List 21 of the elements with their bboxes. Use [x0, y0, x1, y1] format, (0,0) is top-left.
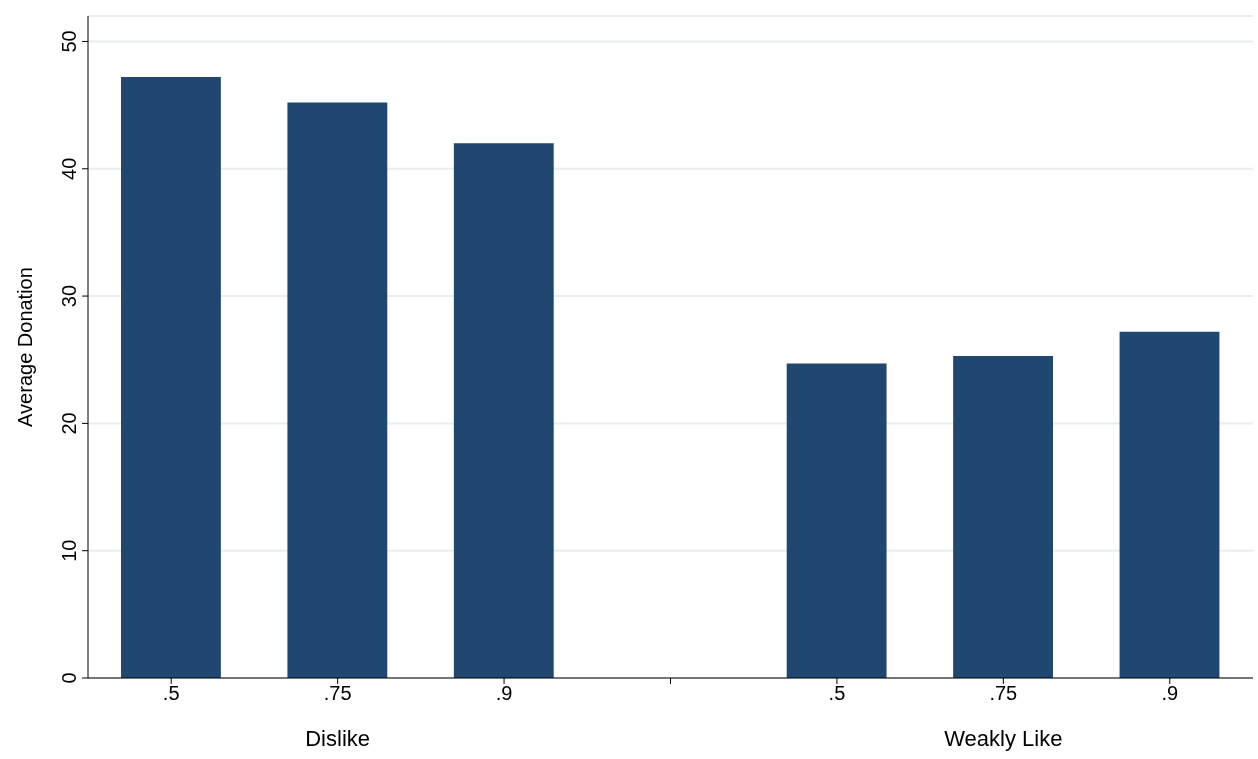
x-tick-label: .5 — [828, 682, 846, 705]
x-tick-label: .9 — [495, 682, 513, 705]
text: Weakly Like — [943, 726, 1064, 752]
bar — [786, 363, 887, 678]
y-tick-label: 30 — [58, 284, 80, 308]
bar — [1119, 331, 1220, 678]
bar — [121, 77, 221, 678]
x-tick-label: .75 — [323, 682, 352, 705]
y-axis-title: Average Donation — [14, 267, 37, 427]
y-tick-label: 20 — [58, 412, 80, 435]
y-tick-label: 10 — [58, 539, 80, 562]
y-tick-label: 0 — [58, 672, 80, 684]
bar — [953, 355, 1053, 678]
bar — [287, 102, 388, 678]
x-tick-label: .75 — [989, 682, 1018, 705]
y-tick-label: 40 — [58, 157, 80, 180]
x-tick-label: .5 — [162, 682, 180, 705]
bar — [453, 143, 554, 678]
text: Dislike — [304, 726, 372, 752]
x-tick-label: .9 — [1161, 682, 1179, 705]
y-tick-label: 50 — [58, 30, 80, 53]
